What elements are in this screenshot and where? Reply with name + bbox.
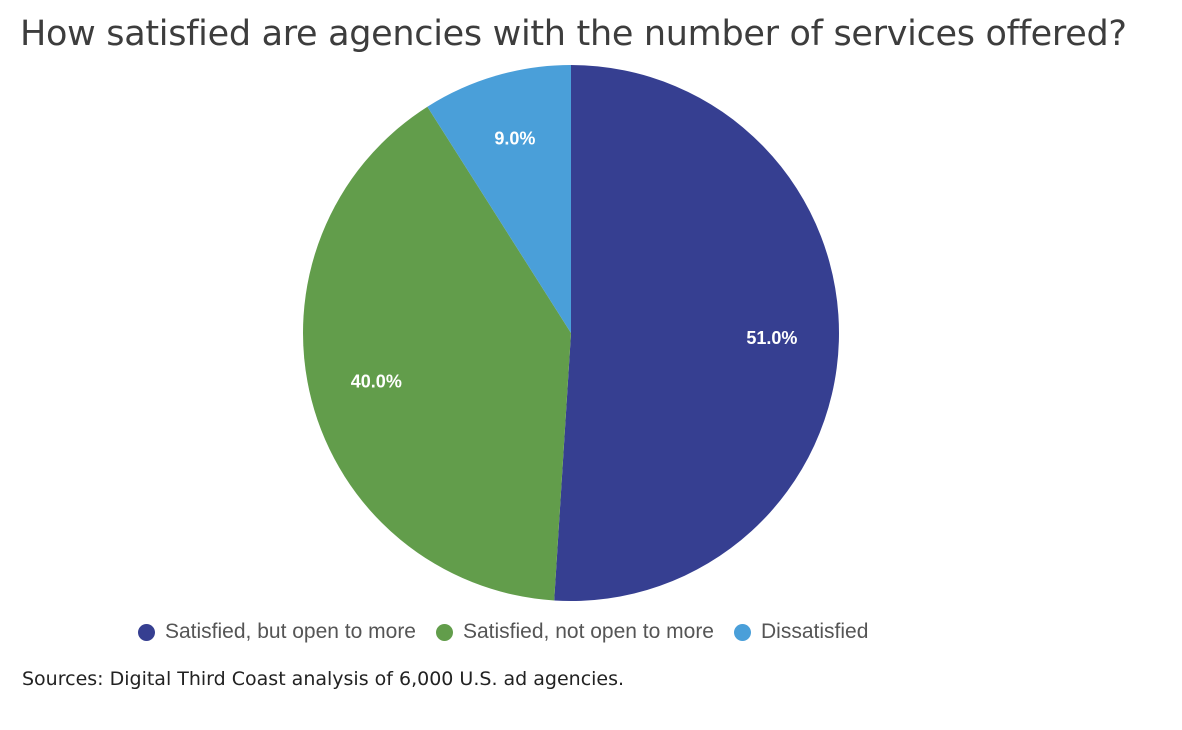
legend-swatch-satisfied-open: [138, 623, 155, 641]
pie-slice-satisfied-open[interactable]: [554, 65, 839, 601]
legend-item-satisfied-not-open[interactable]: Satisfied, not open to more: [436, 620, 714, 644]
data-label-dissatisfied: 9.0%: [494, 129, 535, 149]
legend-swatch-satisfied-not-open: [436, 623, 453, 641]
data-label-satisfied-open: 51.0%: [746, 328, 797, 348]
chart-title: How satisfied are agencies with the numb…: [20, 14, 1127, 54]
pie-slice-satisfied-not-open[interactable]: [302, 106, 571, 601]
pie-slice-dissatisfied[interactable]: [427, 65, 571, 333]
legend-item-satisfied-open[interactable]: Satisfied, but open to more: [138, 620, 416, 644]
legend-item-dissatisfied[interactable]: Dissatisfied: [734, 620, 868, 644]
legend-swatch-dissatisfied: [734, 623, 751, 641]
legend-label-satisfied-not-open: Satisfied, not open to more: [463, 620, 714, 643]
legend: Satisfied, but open to more Satisfied, n…: [138, 620, 888, 644]
data-label-satisfied-not-open: 40.0%: [351, 372, 402, 392]
pie-data-labels: 51.0% 40.0% 9.0%: [351, 129, 798, 392]
legend-label-satisfied-open: Satisfied, but open to more: [165, 620, 416, 643]
pie-chart: 51.0% 40.0% 9.0%: [302, 65, 839, 601]
pie-slices: [302, 65, 839, 601]
legend-label-dissatisfied: Dissatisfied: [761, 620, 869, 643]
source-note: Sources: Digital Third Coast analysis of…: [22, 668, 625, 690]
